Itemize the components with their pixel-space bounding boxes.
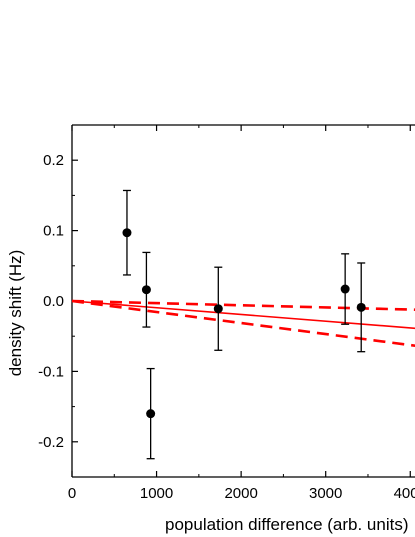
marker [356,302,366,312]
marker [213,304,223,314]
y-tick-label: -0.1 [38,363,64,380]
axes [71,124,415,478]
x-tick-label: 4000 [394,485,415,502]
x-tick-label: 0 [68,485,76,502]
marker [340,284,350,294]
x-axis-label: population difference (arb. units) [165,515,409,534]
x-tick-label: 3000 [309,485,342,502]
y-tick-label: 0.0 [43,293,64,310]
data-points [122,189,366,460]
y-tick-label: -0.2 [38,434,64,451]
fit-lines [71,299,415,348]
data-point [213,266,223,351]
data-point [141,251,151,328]
fit-line [71,300,415,330]
data-point [146,367,156,460]
y-axis-label: density shift (Hz) [6,250,25,377]
confidence-band-line [71,299,415,348]
confidence-band-line [71,299,415,311]
data-point [356,262,366,353]
y-tick-label: 0.1 [43,223,64,240]
marker [122,228,132,238]
marker [146,409,156,419]
data-point [340,253,350,325]
data-point [122,189,132,276]
y-tick-label: 0.2 [43,152,64,169]
x-tick-label: 2000 [224,485,257,502]
x-tick-label: 1000 [140,485,173,502]
ticks: 0 1000 2000 3000 4000 -0.2 -0.1 0.0 0.1 0.2 [38,125,415,502]
marker [141,285,151,295]
